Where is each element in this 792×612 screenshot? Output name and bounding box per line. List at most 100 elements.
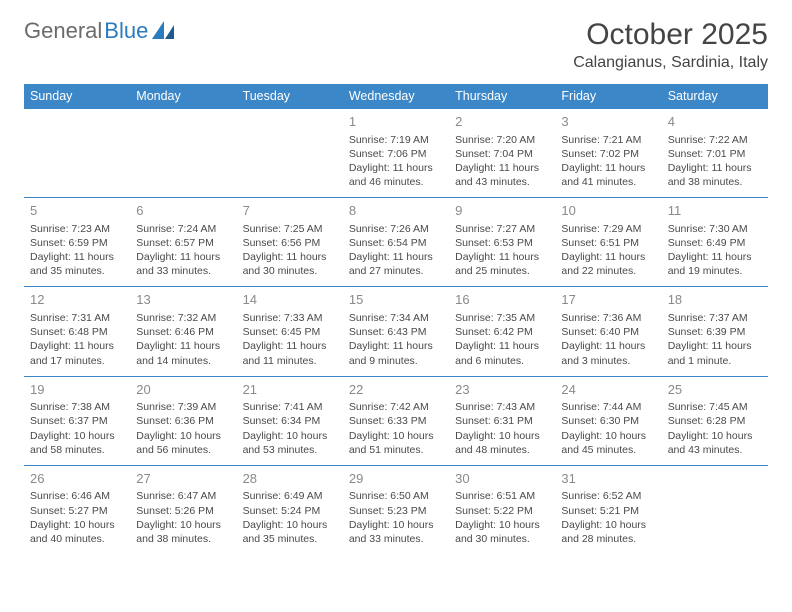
calendar-day-cell: 10Sunrise: 7:29 AMSunset: 6:51 PMDayligh… — [555, 198, 661, 287]
day-number: 19 — [30, 381, 124, 399]
calendar-day-cell: 19Sunrise: 7:38 AMSunset: 6:37 PMDayligh… — [24, 376, 130, 465]
daylight-text: Daylight: 10 hours and 51 minutes. — [349, 429, 443, 457]
sunset-text: Sunset: 6:34 PM — [243, 414, 337, 428]
sunrise-text: Sunrise: 7:45 AM — [668, 400, 762, 414]
day-number: 2 — [455, 113, 549, 131]
sunset-text: Sunset: 6:28 PM — [668, 414, 762, 428]
sunset-text: Sunset: 5:27 PM — [30, 504, 124, 518]
calendar-day-cell: 22Sunrise: 7:42 AMSunset: 6:33 PMDayligh… — [343, 376, 449, 465]
daylight-text: Daylight: 11 hours and 25 minutes. — [455, 250, 549, 278]
daylight-text: Daylight: 11 hours and 41 minutes. — [561, 161, 655, 189]
daylight-text: Daylight: 11 hours and 43 minutes. — [455, 161, 549, 189]
daylight-text: Daylight: 10 hours and 56 minutes. — [136, 429, 230, 457]
daylight-text: Daylight: 10 hours and 35 minutes. — [243, 518, 337, 546]
calendar-day-cell: . — [237, 109, 343, 198]
sunrise-text: Sunrise: 7:32 AM — [136, 311, 230, 325]
sunset-text: Sunset: 6:56 PM — [243, 236, 337, 250]
daylight-text: Daylight: 11 hours and 11 minutes. — [243, 339, 337, 367]
sunset-text: Sunset: 6:46 PM — [136, 325, 230, 339]
day-number: 30 — [455, 470, 549, 488]
calendar-day-cell: 18Sunrise: 7:37 AMSunset: 6:39 PMDayligh… — [662, 287, 768, 376]
daylight-text: Daylight: 10 hours and 45 minutes. — [561, 429, 655, 457]
logo: GeneralBlue — [24, 18, 178, 44]
calendar-day-cell: 12Sunrise: 7:31 AMSunset: 6:48 PMDayligh… — [24, 287, 130, 376]
day-number: 25 — [668, 381, 762, 399]
sunset-text: Sunset: 6:43 PM — [349, 325, 443, 339]
calendar-day-cell: 4Sunrise: 7:22 AMSunset: 7:01 PMDaylight… — [662, 109, 768, 198]
sunrise-text: Sunrise: 7:43 AM — [455, 400, 549, 414]
sunrise-text: Sunrise: 7:22 AM — [668, 133, 762, 147]
sunset-text: Sunset: 6:53 PM — [455, 236, 549, 250]
weekday-header: Sunday — [24, 84, 130, 109]
daylight-text: Daylight: 10 hours and 58 minutes. — [30, 429, 124, 457]
calendar-day-cell: 20Sunrise: 7:39 AMSunset: 6:36 PMDayligh… — [130, 376, 236, 465]
sunset-text: Sunset: 7:01 PM — [668, 147, 762, 161]
calendar-day-cell: 23Sunrise: 7:43 AMSunset: 6:31 PMDayligh… — [449, 376, 555, 465]
calendar-week-row: 12Sunrise: 7:31 AMSunset: 6:48 PMDayligh… — [24, 287, 768, 376]
calendar-day-cell: . — [662, 465, 768, 554]
logo-text-gray: General — [24, 18, 102, 44]
calendar-day-cell: 28Sunrise: 6:49 AMSunset: 5:24 PMDayligh… — [237, 465, 343, 554]
day-number: 11 — [668, 202, 762, 220]
sunrise-text: Sunrise: 7:44 AM — [561, 400, 655, 414]
calendar-body: ...1Sunrise: 7:19 AMSunset: 7:06 PMDayli… — [24, 109, 768, 555]
calendar-day-cell: 29Sunrise: 6:50 AMSunset: 5:23 PMDayligh… — [343, 465, 449, 554]
weekday-header: Wednesday — [343, 84, 449, 109]
calendar-week-row: 19Sunrise: 7:38 AMSunset: 6:37 PMDayligh… — [24, 376, 768, 465]
day-number: 31 — [561, 470, 655, 488]
calendar-day-cell: 26Sunrise: 6:46 AMSunset: 5:27 PMDayligh… — [24, 465, 130, 554]
calendar-day-cell: 16Sunrise: 7:35 AMSunset: 6:42 PMDayligh… — [449, 287, 555, 376]
calendar-day-cell: 9Sunrise: 7:27 AMSunset: 6:53 PMDaylight… — [449, 198, 555, 287]
sunset-text: Sunset: 5:24 PM — [243, 504, 337, 518]
day-number: 3 — [561, 113, 655, 131]
sunrise-text: Sunrise: 7:26 AM — [349, 222, 443, 236]
calendar-day-cell: 8Sunrise: 7:26 AMSunset: 6:54 PMDaylight… — [343, 198, 449, 287]
weekday-header: Saturday — [662, 84, 768, 109]
calendar-day-cell: 13Sunrise: 7:32 AMSunset: 6:46 PMDayligh… — [130, 287, 236, 376]
sunset-text: Sunset: 6:31 PM — [455, 414, 549, 428]
sunrise-text: Sunrise: 7:39 AM — [136, 400, 230, 414]
daylight-text: Daylight: 11 hours and 30 minutes. — [243, 250, 337, 278]
calendar-day-cell: 11Sunrise: 7:30 AMSunset: 6:49 PMDayligh… — [662, 198, 768, 287]
calendar-day-cell: 25Sunrise: 7:45 AMSunset: 6:28 PMDayligh… — [662, 376, 768, 465]
day-number: 14 — [243, 291, 337, 309]
logo-text-blue: Blue — [104, 18, 148, 44]
sunset-text: Sunset: 6:39 PM — [668, 325, 762, 339]
sunset-text: Sunset: 5:26 PM — [136, 504, 230, 518]
sunset-text: Sunset: 6:36 PM — [136, 414, 230, 428]
daylight-text: Daylight: 11 hours and 17 minutes. — [30, 339, 124, 367]
sunset-text: Sunset: 6:30 PM — [561, 414, 655, 428]
daylight-text: Daylight: 11 hours and 33 minutes. — [136, 250, 230, 278]
daylight-text: Daylight: 11 hours and 38 minutes. — [668, 161, 762, 189]
calendar-day-cell: 17Sunrise: 7:36 AMSunset: 6:40 PMDayligh… — [555, 287, 661, 376]
sunset-text: Sunset: 6:33 PM — [349, 414, 443, 428]
day-number: 1 — [349, 113, 443, 131]
daylight-text: Daylight: 11 hours and 3 minutes. — [561, 339, 655, 367]
calendar-day-cell: . — [24, 109, 130, 198]
day-number: 16 — [455, 291, 549, 309]
sunrise-text: Sunrise: 7:37 AM — [668, 311, 762, 325]
calendar-day-cell: 21Sunrise: 7:41 AMSunset: 6:34 PMDayligh… — [237, 376, 343, 465]
sunrise-text: Sunrise: 6:50 AM — [349, 489, 443, 503]
sunrise-text: Sunrise: 7:41 AM — [243, 400, 337, 414]
day-number: 20 — [136, 381, 230, 399]
daylight-text: Daylight: 10 hours and 40 minutes. — [30, 518, 124, 546]
calendar-day-cell: 27Sunrise: 6:47 AMSunset: 5:26 PMDayligh… — [130, 465, 236, 554]
logo-sail-icon — [152, 21, 178, 41]
sunset-text: Sunset: 6:57 PM — [136, 236, 230, 250]
calendar-day-cell: 14Sunrise: 7:33 AMSunset: 6:45 PMDayligh… — [237, 287, 343, 376]
daylight-text: Daylight: 11 hours and 19 minutes. — [668, 250, 762, 278]
daylight-text: Daylight: 11 hours and 22 minutes. — [561, 250, 655, 278]
sunrise-text: Sunrise: 6:51 AM — [455, 489, 549, 503]
title-block: October 2025 Calangianus, Sardinia, Ital… — [573, 18, 768, 72]
calendar-day-cell: 31Sunrise: 6:52 AMSunset: 5:21 PMDayligh… — [555, 465, 661, 554]
day-number: 21 — [243, 381, 337, 399]
day-number: 6 — [136, 202, 230, 220]
sunrise-text: Sunrise: 7:25 AM — [243, 222, 337, 236]
sunset-text: Sunset: 5:22 PM — [455, 504, 549, 518]
daylight-text: Daylight: 10 hours and 48 minutes. — [455, 429, 549, 457]
day-number: 15 — [349, 291, 443, 309]
sunset-text: Sunset: 6:45 PM — [243, 325, 337, 339]
daylight-text: Daylight: 10 hours and 33 minutes. — [349, 518, 443, 546]
weekday-header: Tuesday — [237, 84, 343, 109]
